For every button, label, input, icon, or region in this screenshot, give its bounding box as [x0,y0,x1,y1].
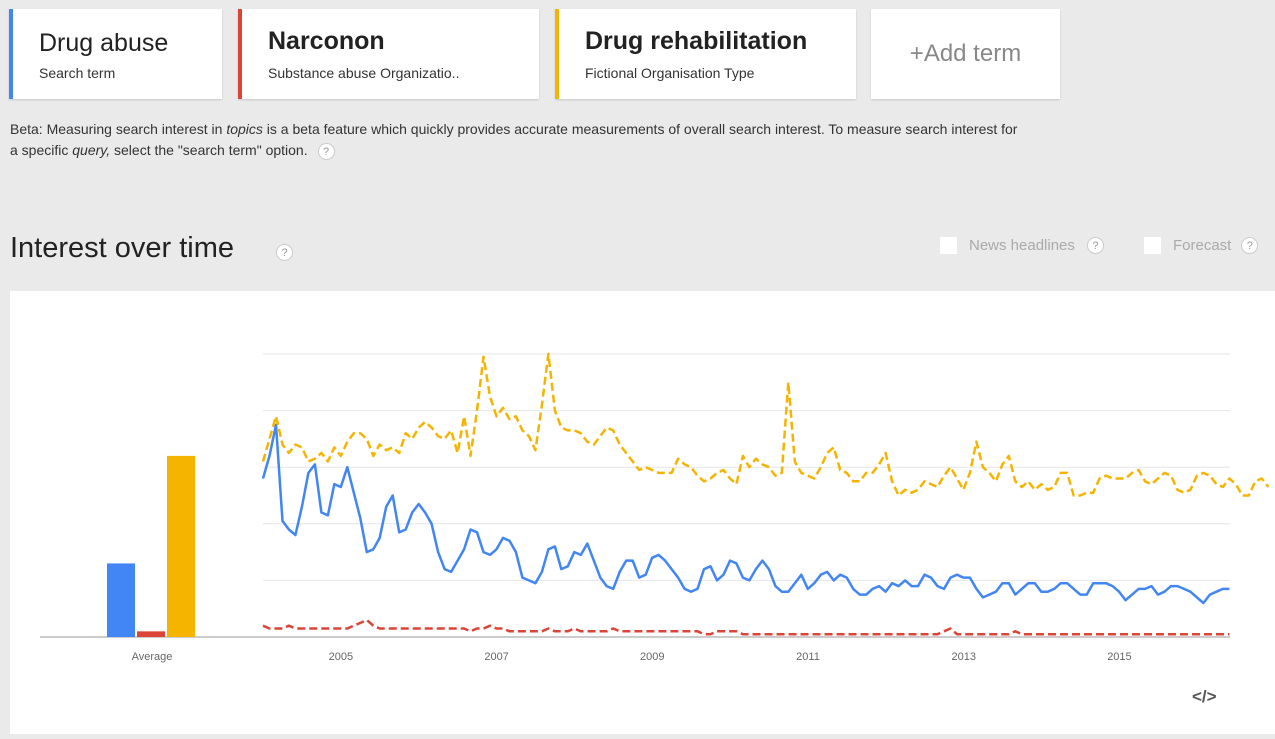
x-tick-label: 2013 [951,651,975,663]
series-line-narconon [262,618,1230,636]
x-tick-label: 2009 [640,651,664,663]
forecast-checkbox[interactable] [1144,237,1161,254]
term-type: Search term [39,65,116,81]
forecast-option: Forecast ? [1144,237,1259,254]
series-line-drug-abuse [261,423,1230,605]
term-card-drug-abuse[interactable]: Drug abuse Search term [9,9,222,99]
beta-text: Beta: Measuring search interest in [10,121,227,137]
beta-topics: topics [226,121,263,137]
beta-notice: Beta: Measuring search interest in topic… [10,119,1020,161]
chart-panel: Average 2005 2007 2009 2011 2013 2015 [10,291,1275,734]
x-tick-label: 2005 [329,651,353,663]
term-name: Drug abuse [39,29,169,57]
beta-text: select the "search term" option. [110,142,308,158]
average-label: Average [132,651,173,663]
average-bar-drug-rehabilitation [167,455,195,637]
help-icon[interactable]: ? [1241,237,1259,254]
add-term-button[interactable]: +Add term [871,9,1060,99]
news-headlines-checkbox[interactable] [940,237,957,254]
forecast-label: Forecast [1173,237,1232,254]
interest-over-time-chart: Average 2005 2007 2009 2011 2013 2015 [40,352,1270,663]
section-title: Interest over time [10,232,235,264]
beta-text: is a beta feature which quickly provides… [10,121,1018,158]
term-card-narconon[interactable]: Narconon Substance abuse Organizatio.. [238,9,539,99]
x-tick-label: 2011 [796,651,820,663]
x-tick-label: 2007 [484,651,508,663]
term-color-bar [238,9,242,99]
term-name: Drug rehabilitation [585,27,808,55]
series-line-drug-rehabilitation [261,352,1270,497]
news-headlines-option: News headlines ? [940,237,1104,254]
term-name: Narconon [268,27,385,55]
term-card-drug-rehabilitation[interactable]: Drug rehabilitation Fictional Organisati… [555,9,856,99]
term-type: Substance abuse Organizatio.. [268,65,460,81]
news-headlines-label: News headlines [969,237,1075,254]
term-color-bar [555,9,559,99]
x-tick-label: 2015 [1107,651,1131,663]
beta-query: query, [72,142,111,158]
help-icon[interactable]: ? [1086,237,1104,254]
help-icon[interactable]: ? [317,142,335,160]
average-bar-drug-abuse [107,563,135,637]
average-bar-narconon [137,631,165,637]
code-icon[interactable]: </> [1192,687,1217,706]
term-color-bar [9,9,13,99]
help-icon[interactable]: ? [276,244,293,261]
term-type: Fictional Organisation Type [585,65,755,81]
